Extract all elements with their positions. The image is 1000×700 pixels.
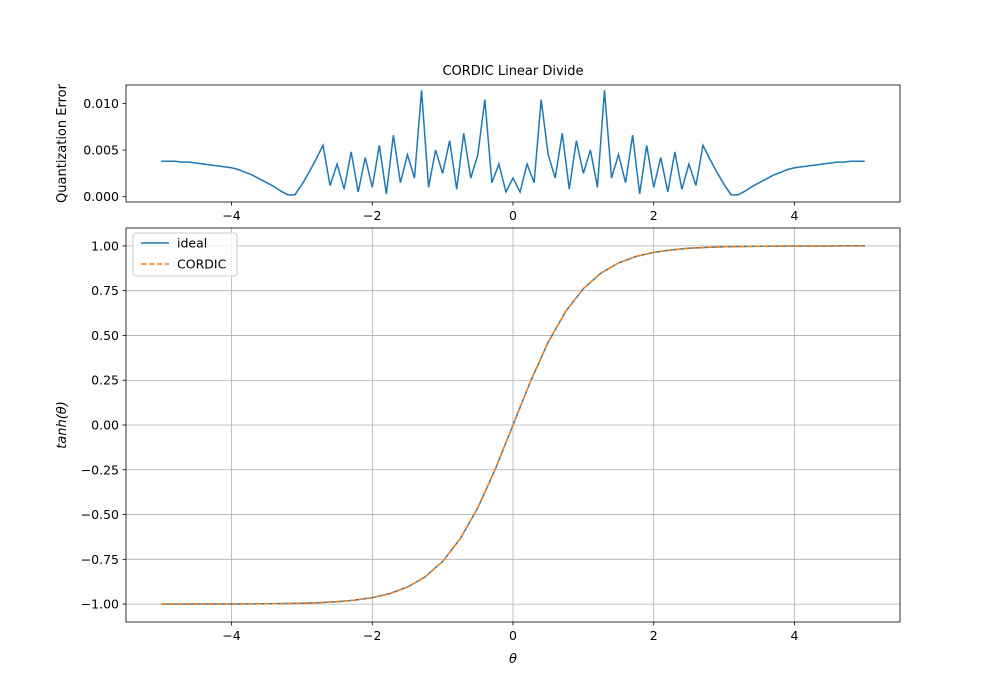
x-tick-label: 0 — [509, 628, 517, 643]
y-tick-label: 0.75 — [91, 283, 119, 298]
y-axis-label: Quantization Error — [55, 83, 70, 203]
y-tick-label: −0.50 — [81, 507, 119, 522]
y-tick-label: 0.50 — [91, 328, 119, 343]
y-tick-label: −0.25 — [81, 462, 119, 477]
x-tick-label: 2 — [650, 628, 658, 643]
x-tick-label: −4 — [222, 208, 240, 223]
x-tick-label: −2 — [363, 628, 381, 643]
x-tick-label: −2 — [363, 208, 381, 223]
data-line — [161, 90, 865, 196]
y-tick-label: −1.00 — [81, 597, 119, 612]
x-tick-label: 4 — [790, 628, 798, 643]
legend-label: CORDIC — [177, 257, 227, 272]
y-tick-label: 0.25 — [91, 373, 119, 388]
y-axis-label: tanh(θ) — [55, 401, 70, 449]
y-tick-label: 0.010 — [83, 96, 119, 111]
chart-title: CORDIC Linear Divide — [442, 64, 583, 79]
y-tick-label: 0.000 — [83, 189, 119, 204]
y-tick-label: −0.75 — [81, 552, 119, 567]
x-axis-label: θ — [509, 652, 517, 667]
legend-label: ideal — [177, 236, 207, 251]
x-tick-label: 0 — [509, 208, 517, 223]
y-tick-label: 0.00 — [91, 418, 119, 433]
axes-frame — [125, 227, 901, 623]
y-tick-label: 1.00 — [91, 238, 119, 253]
data-line — [161, 245, 865, 605]
axes-frame — [125, 84, 901, 203]
x-tick-label: 4 — [790, 208, 798, 223]
y-tick-label: 0.005 — [83, 143, 119, 158]
x-tick-label: 2 — [650, 208, 658, 223]
x-tick-label: −4 — [222, 628, 240, 643]
